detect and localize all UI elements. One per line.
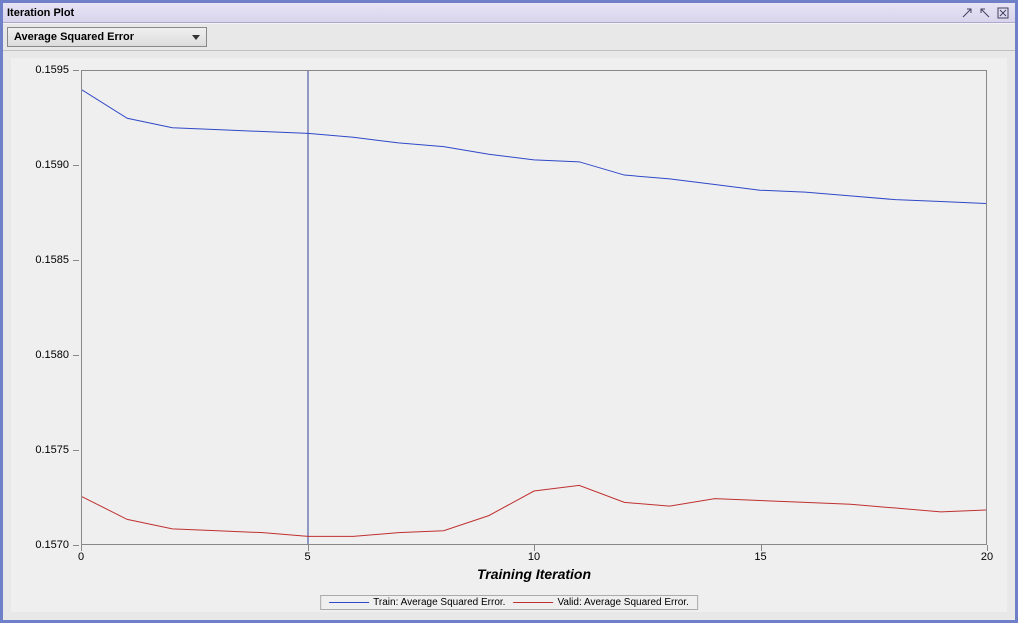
- minimize-to-corner-icon[interactable]: [959, 6, 975, 20]
- y-axis-ticks: 0.15700.15750.15800.15850.15900.1595: [11, 70, 79, 545]
- x-tick-label: 5: [304, 551, 310, 563]
- legend-item-train: Train: Average Squared Error.: [329, 597, 505, 608]
- y-tick-label: 0.1570: [35, 539, 69, 551]
- window-title: Iteration Plot: [7, 7, 957, 19]
- y-tick-label: 0.1585: [35, 254, 69, 266]
- close-icon[interactable]: [995, 6, 1011, 20]
- plot-area: [81, 70, 987, 545]
- chart-lines: [82, 71, 986, 544]
- x-tick-label: 15: [754, 551, 766, 563]
- titlebar: Iteration Plot: [3, 3, 1015, 23]
- maximize-icon[interactable]: [977, 6, 993, 20]
- legend-swatch-valid: [513, 602, 553, 603]
- y-tick-label: 0.1595: [35, 64, 69, 76]
- y-tick-label: 0.1590: [35, 159, 69, 171]
- legend: Train: Average Squared Error. Valid: Ave…: [320, 595, 698, 610]
- plot-container: 0.1570 0.1575 0.1580 0.1585 0.1590 0.1595 0 5 1…: [11, 58, 1007, 612]
- x-axis-label: Training Iteration: [81, 566, 987, 582]
- y-tick-label: 0.1575: [35, 444, 69, 456]
- metric-dropdown-label: Average Squared Error: [14, 31, 134, 43]
- chevron-down-icon: [192, 35, 200, 40]
- y-tick-label: 0.1580: [35, 349, 69, 361]
- legend-label-train: Train: Average Squared Error.: [373, 597, 505, 608]
- x-tick-label: 0: [78, 551, 84, 563]
- legend-item-valid: Valid: Average Squared Error.: [513, 597, 688, 608]
- legend-swatch-train: [329, 602, 369, 603]
- window-frame: Iteration Plot Average Squared Error 0.1…: [0, 0, 1018, 623]
- toolbar: Average Squared Error: [3, 23, 1015, 51]
- x-tick-label: 20: [981, 551, 993, 563]
- x-tick-label: 10: [528, 551, 540, 563]
- legend-label-valid: Valid: Average Squared Error.: [557, 597, 688, 608]
- metric-dropdown[interactable]: Average Squared Error: [7, 27, 207, 47]
